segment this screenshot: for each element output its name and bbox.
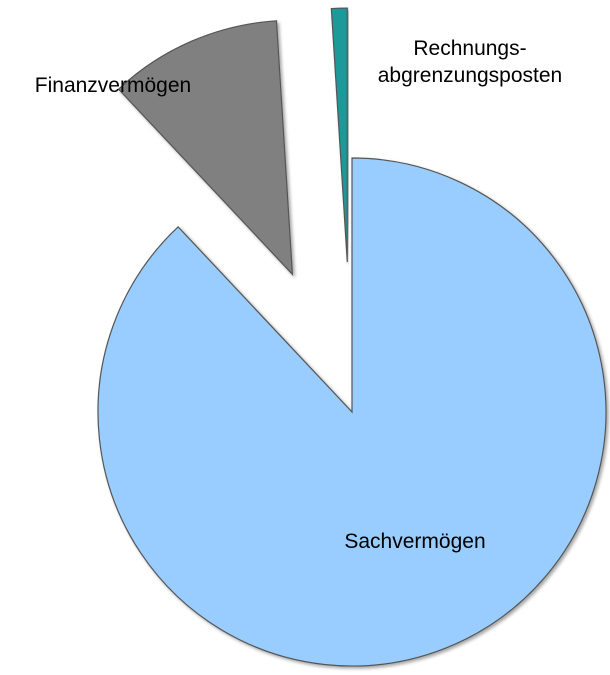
pie — [97, 7, 607, 667]
label-line: abgrenzungsposten — [378, 64, 562, 87]
slice-label: Finanzvermögen — [35, 74, 191, 97]
pie-slice — [330, 7, 348, 263]
label-line: Rechnungs- — [413, 37, 526, 60]
label-line: Sachvermögen — [344, 530, 485, 553]
slice-label: Sachvermögen — [344, 530, 485, 553]
pie-slice — [97, 157, 607, 667]
pie-slice — [117, 20, 294, 276]
slice-label: Rechnungs-abgrenzungsposten — [378, 37, 562, 87]
label-line: Finanzvermögen — [35, 74, 191, 97]
labels: Sachvermögen Finanzvermögen Rechnungs-abgr… — [35, 37, 562, 553]
